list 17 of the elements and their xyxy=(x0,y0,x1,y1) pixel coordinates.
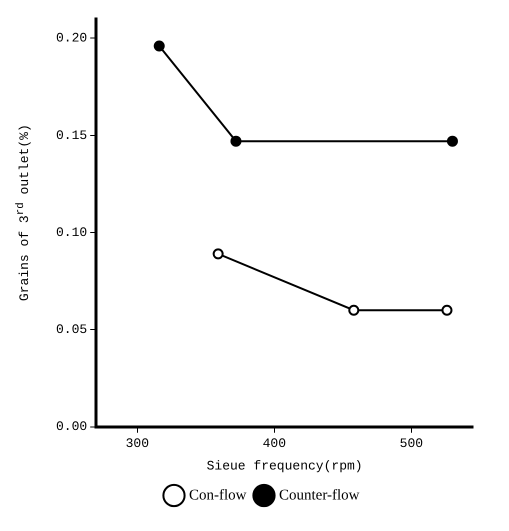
y-tick-label: 0.15 xyxy=(56,128,88,143)
point xyxy=(348,304,360,316)
x-tick-label: 400 xyxy=(262,436,286,452)
point xyxy=(230,136,242,147)
y-tick-label: 0.00 xyxy=(56,419,88,434)
y-tick-label: 0.20 xyxy=(56,30,88,46)
x-tick-label: 500 xyxy=(400,436,424,452)
point xyxy=(154,40,165,52)
x-tick-label: 300 xyxy=(126,436,150,452)
y-tick-label: 0.05 xyxy=(56,322,88,338)
point xyxy=(446,136,458,147)
point xyxy=(441,304,452,316)
legend-label: Con-flow xyxy=(188,487,247,504)
y-tick-label: 0.10 xyxy=(56,224,88,240)
point xyxy=(212,248,224,260)
legend-label: Counter-flow xyxy=(278,487,360,504)
x-axis-title: Sieue frequency(rpm) xyxy=(206,458,363,474)
